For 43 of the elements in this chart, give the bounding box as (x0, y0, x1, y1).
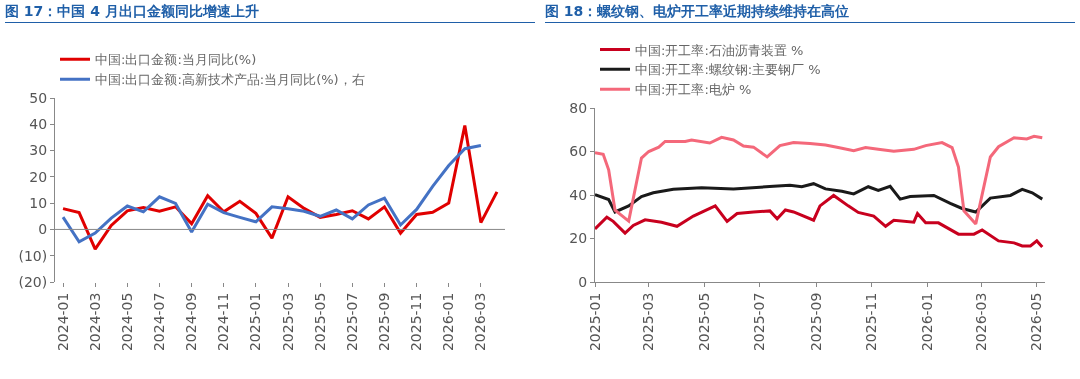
x-tick-label: 2026-05 (1028, 292, 1045, 352)
y-tick-label: (20) (18, 273, 48, 290)
legend-label: 中国:开工率:电炉 % (635, 82, 752, 98)
x-tick-label: 2025-05 (311, 292, 328, 352)
x-tick-label: 2025-09 (807, 292, 824, 352)
x-tick-label: 2025-05 (695, 292, 712, 352)
x-tick-label: 2025-01 (247, 292, 264, 352)
x-tick-label: 2025-11 (863, 292, 880, 352)
y-tick-label: 40 (29, 116, 48, 133)
y-tick-label: 60 (569, 143, 588, 160)
x-tick-label: 2024-05 (118, 292, 135, 352)
x-tick-label: 2024-11 (215, 292, 232, 352)
x-tick-label: 2026-03 (972, 292, 989, 352)
y-tick-label: 40 (569, 186, 588, 203)
x-tick-label: 2025-07 (751, 292, 768, 352)
y-tick-label: 0 (578, 273, 588, 290)
y-tick-label: 20 (569, 230, 588, 247)
x-tick-label: 2025-09 (376, 292, 393, 352)
legend-label: 中国:出口金额:高新技术产品:当月同比(%)，右 (95, 72, 365, 88)
y-tick-label: 10 (29, 195, 48, 212)
legend-label: 中国:开工率:石油沥青装置 % (635, 42, 804, 58)
chart-title: 图 18：螺纹钢、电炉开工率近期持续维持在高位 (545, 0, 1075, 23)
x-tick-label: 2026-03 (472, 292, 489, 352)
x-tick-label: 2025-07 (343, 292, 360, 352)
legend-label: 中国:开工率:螺纹钢:主要钢厂 % (635, 62, 821, 78)
x-tick-label: 2025-03 (640, 292, 657, 352)
x-tick-label: 2024-01 (54, 292, 71, 352)
y-tick-label: 0 (38, 221, 48, 238)
x-tick-label: 2024-07 (151, 292, 168, 352)
y-tick-label: 30 (29, 142, 48, 159)
x-tick-label: 2026-01 (440, 292, 457, 352)
x-tick-label: 2025-01 (586, 292, 603, 352)
x-tick-label: 2026-01 (919, 292, 936, 352)
x-tick-label: 2025-11 (408, 292, 425, 352)
y-tick-label: 20 (29, 168, 48, 185)
y-tick-label: 80 (569, 99, 588, 116)
x-tick-label: 2024-03 (86, 292, 103, 352)
x-tick-label: 2024-09 (183, 292, 200, 352)
y-tick-label: (10) (18, 247, 48, 264)
chart-title: 图 17：中国 4 月出口金额同比增速上升 (5, 0, 535, 23)
y-tick-label: 50 (29, 89, 48, 106)
legend-label: 中国:出口金额:当月同比(%) (95, 52, 257, 68)
x-tick-label: 2025-03 (279, 292, 296, 352)
